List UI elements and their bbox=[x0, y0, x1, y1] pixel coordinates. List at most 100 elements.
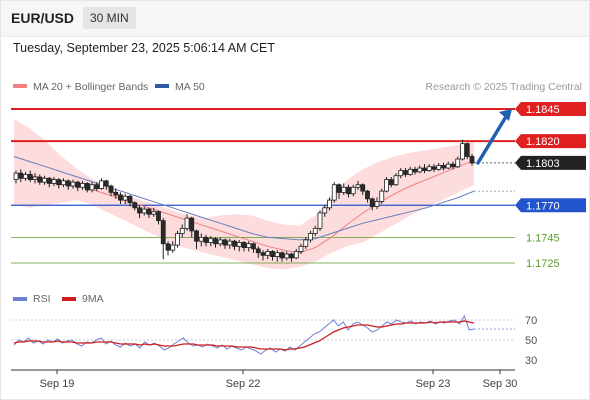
ma50-line bbox=[13, 156, 475, 241]
ma50-legend-swatch bbox=[155, 84, 169, 88]
candle-body bbox=[65, 180, 71, 187]
candle-body bbox=[455, 158, 461, 168]
candle-body bbox=[103, 180, 109, 187]
candle-body bbox=[403, 170, 408, 175]
rsi-tick-50: 50 bbox=[525, 335, 537, 347]
candle-body bbox=[84, 183, 90, 191]
candle-body bbox=[308, 233, 313, 241]
candle-body bbox=[407, 168, 413, 175]
chart-header: EUR/USD 30 MIN bbox=[0, 0, 590, 37]
candle-body bbox=[23, 174, 28, 179]
timestamp: Tuesday, September 23, 2025 5:06:14 AM C… bbox=[13, 41, 275, 55]
candle-body bbox=[279, 252, 285, 259]
candle-body bbox=[374, 201, 380, 207]
candle-body bbox=[61, 180, 66, 186]
candle-body bbox=[270, 251, 275, 257]
candle-body bbox=[365, 190, 370, 200]
candle-body bbox=[445, 163, 451, 169]
candle-body bbox=[246, 243, 252, 249]
candle-body bbox=[236, 242, 242, 247]
candle-body bbox=[203, 236, 209, 243]
candle-body bbox=[388, 179, 394, 186]
level-label-1-1845: 1.1845 bbox=[526, 104, 560, 116]
candle-body bbox=[265, 251, 271, 256]
candle-body bbox=[312, 227, 318, 234]
ma20-legend-swatch bbox=[13, 84, 27, 88]
rsi-legend-label: RSI bbox=[33, 293, 51, 305]
candle-body bbox=[464, 143, 470, 157]
candle-body bbox=[46, 177, 52, 184]
candle-body bbox=[175, 233, 180, 246]
candle-body bbox=[355, 184, 361, 188]
candle-body bbox=[70, 181, 76, 187]
candle-body bbox=[422, 167, 427, 171]
candle-body bbox=[331, 184, 337, 201]
candle-body bbox=[412, 168, 418, 173]
interval-button[interactable]: 30 MIN bbox=[83, 7, 136, 29]
rsi-tick-70: 70 bbox=[525, 315, 537, 327]
ma20-legend-label: MA 20 + Bollinger Bands bbox=[33, 81, 148, 93]
candle-body bbox=[436, 165, 442, 170]
candle-body bbox=[460, 143, 465, 160]
forecast-arrow-shaft bbox=[476, 113, 509, 165]
level-tag-1-1770 bbox=[515, 198, 586, 213]
candle-body bbox=[232, 240, 237, 247]
candle-body bbox=[80, 183, 85, 188]
candle-body bbox=[251, 243, 256, 250]
candle-body bbox=[426, 166, 432, 171]
level-label-1-1820: 1.1820 bbox=[526, 136, 560, 148]
candle-body bbox=[417, 167, 423, 173]
ma50-legend-label: MA 50 bbox=[175, 81, 205, 93]
candle-body bbox=[284, 253, 290, 259]
candle-body bbox=[160, 220, 166, 245]
level-label-1-1725: 1.1725 bbox=[526, 258, 560, 270]
ma9-legend-swatch bbox=[62, 297, 76, 301]
candle-body bbox=[156, 211, 161, 222]
bollinger-band bbox=[14, 119, 474, 270]
rsi-legend-swatch bbox=[13, 297, 27, 301]
candle-body bbox=[13, 172, 19, 180]
candle-body bbox=[132, 202, 138, 209]
candle-body bbox=[99, 180, 104, 189]
level-label-1-1745: 1.1745 bbox=[526, 232, 560, 244]
x-tick-sep-30: Sep 30 bbox=[483, 378, 518, 390]
credit-label: Research © 2025 Trading Central bbox=[425, 81, 582, 93]
candle-body bbox=[260, 252, 266, 256]
candle-body bbox=[441, 165, 446, 169]
candle-body bbox=[151, 211, 157, 215]
candle-body bbox=[336, 184, 342, 193]
candle-body bbox=[194, 230, 199, 242]
candle-body bbox=[369, 198, 375, 207]
candle-body bbox=[198, 236, 204, 242]
candle-body bbox=[398, 170, 404, 177]
candle-body bbox=[360, 184, 366, 192]
x-tick-sep-23: Sep 23 bbox=[416, 378, 451, 390]
candle-body bbox=[255, 248, 261, 254]
candle-body bbox=[322, 207, 328, 214]
candle-body bbox=[222, 239, 228, 246]
candle-body bbox=[293, 251, 299, 259]
candle-body bbox=[208, 238, 214, 243]
candle-body bbox=[346, 186, 351, 195]
candle-body bbox=[18, 172, 24, 179]
x-tick-sep-22: Sep 22 bbox=[226, 378, 261, 390]
level-tag-1-1845 bbox=[515, 101, 586, 116]
candle-body bbox=[317, 212, 323, 229]
level-label-1-1803: 1.1803 bbox=[526, 158, 560, 170]
candle-body bbox=[341, 186, 347, 193]
level-tag-1-1803 bbox=[515, 155, 586, 170]
candle-body bbox=[141, 208, 147, 214]
candle-body bbox=[165, 243, 171, 251]
candle-body bbox=[393, 175, 399, 186]
candle-body bbox=[184, 217, 190, 229]
forecast-arrowhead bbox=[499, 108, 512, 121]
rsi-tick-30: 30 bbox=[525, 355, 537, 367]
candle-body bbox=[113, 192, 119, 196]
candle-body bbox=[127, 195, 133, 204]
candle-body bbox=[170, 244, 176, 251]
ma9-legend-label: 9MA bbox=[82, 293, 104, 305]
candle-body bbox=[327, 199, 332, 209]
candle-body bbox=[32, 176, 38, 180]
candle-body bbox=[274, 252, 280, 257]
